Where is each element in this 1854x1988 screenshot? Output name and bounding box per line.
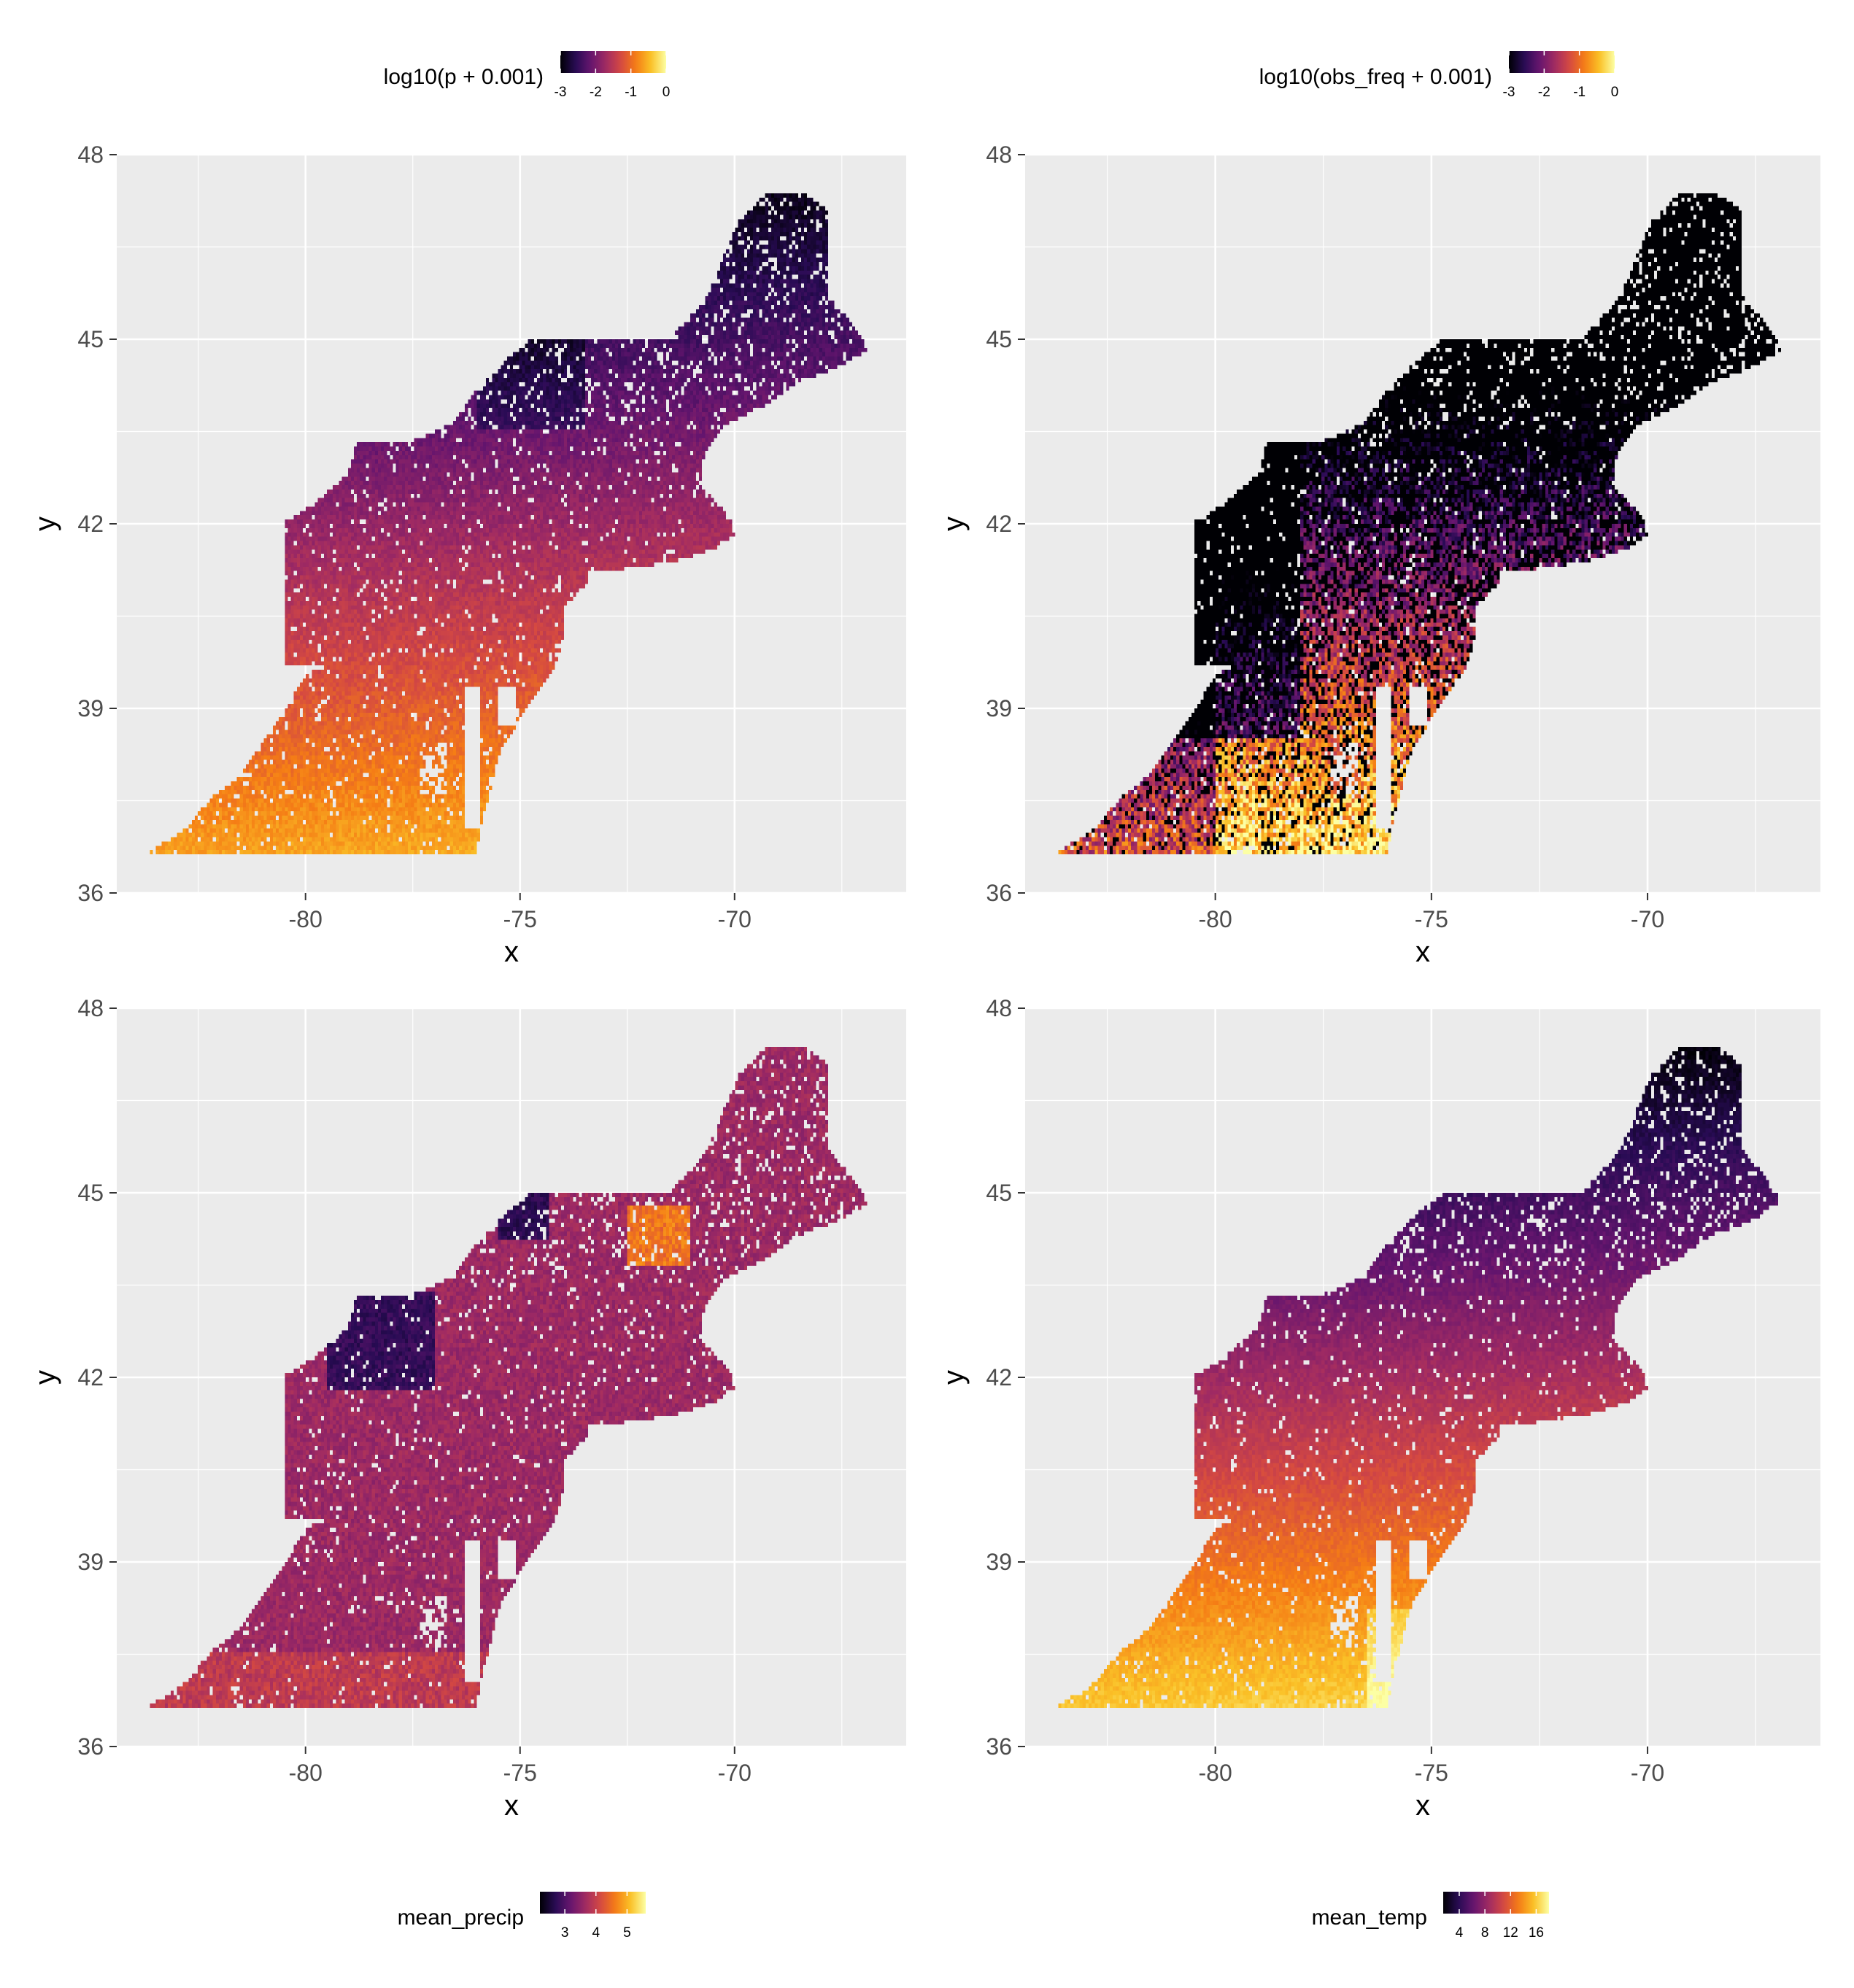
y-tick-label: 48	[77, 142, 104, 168]
legend-tick-label: -2	[1538, 85, 1550, 100]
x-tick-label: -75	[1415, 1760, 1448, 1786]
x-tick-label: -80	[1199, 1760, 1232, 1786]
heatmap-raster	[1025, 1008, 1820, 1747]
y-tick-label: 36	[77, 880, 104, 906]
y-tick-label: 39	[77, 695, 104, 722]
legend-tick-label: 3	[561, 1925, 569, 1941]
y-axis-label: y	[29, 1370, 61, 1385]
legend-tick-label: 5	[623, 1925, 631, 1941]
x-tick-label: -70	[1631, 906, 1664, 932]
x-tick-label: -75	[503, 1760, 537, 1786]
legend-p: log10(p + 0.001) -3 -2 -1 0	[384, 51, 671, 100]
legend-title: mean_temp	[1312, 1906, 1427, 1930]
panel-obs: -80 -75 -70 36 39 42 45 48 x y log10(obs_freq + 0.…	[938, 51, 1820, 968]
heatmap-raster	[117, 1008, 906, 1747]
x-tick-label: -80	[1199, 906, 1232, 932]
y-tick-label: 42	[77, 1364, 104, 1391]
x-tick-label: -75	[503, 906, 537, 932]
panel-p: -80 -75 -70 36 39 42 45 48 x y log10(p + 0.001) -3 -…	[29, 51, 906, 968]
legend-tick-label: 16	[1529, 1925, 1544, 1941]
y-axis-label: y	[29, 517, 61, 531]
y-tick-label: 39	[986, 1549, 1012, 1575]
legend-tick-label: 0	[1611, 85, 1619, 100]
x-axis-label: x	[1415, 1790, 1430, 1822]
legend-title: log10(obs_freq + 0.001)	[1259, 65, 1492, 89]
y-tick-label: 45	[77, 1180, 104, 1206]
legend-tick-label: 4	[592, 1925, 600, 1941]
legend-tick-label: -1	[625, 85, 637, 100]
legend-title: log10(p + 0.001)	[384, 65, 544, 89]
y-tick-label: 39	[986, 695, 1012, 722]
heatmap-raster	[1025, 155, 1820, 893]
y-tick-label: 48	[77, 995, 104, 1021]
x-tick-label: -80	[289, 906, 322, 932]
x-tick-label: -75	[1415, 906, 1448, 932]
legend-tick-label: 4	[1456, 1925, 1464, 1941]
legend-colorbar	[1509, 51, 1615, 73]
legend-temp: mean_temp 4 8 12 16	[1312, 1892, 1549, 1941]
x-axis-label: x	[504, 936, 519, 968]
x-tick-label: -80	[289, 1760, 322, 1786]
legend-tick-label: -1	[1573, 85, 1585, 100]
legend-tick-label: 12	[1503, 1925, 1518, 1941]
x-tick-label: -70	[718, 1760, 752, 1786]
y-tick-label: 48	[986, 995, 1012, 1021]
y-axis-label: y	[938, 1370, 970, 1385]
y-tick-label: 48	[986, 142, 1012, 168]
legend-tick-label: 0	[663, 85, 671, 100]
y-axis-label: y	[938, 517, 970, 531]
y-tick-label: 45	[986, 1180, 1012, 1206]
legend-tick-label: -2	[590, 85, 602, 100]
y-tick-label: 36	[986, 1733, 1012, 1760]
y-tick-label: 39	[77, 1549, 104, 1575]
y-tick-label: 45	[77, 326, 104, 352]
y-tick-label: 36	[986, 880, 1012, 906]
legend-tick-label: -3	[1503, 85, 1515, 100]
x-axis-label: x	[1415, 936, 1430, 968]
x-tick-label: -70	[718, 906, 752, 932]
legend-tick-label: 8	[1481, 1925, 1489, 1941]
legend-obs: log10(obs_freq + 0.001) -3 -2 -1 0	[1259, 51, 1619, 100]
x-axis-label: x	[504, 1790, 519, 1822]
y-tick-label: 45	[986, 326, 1012, 352]
legend-colorbar	[1443, 1892, 1549, 1914]
legend-tick-label: -3	[555, 85, 567, 100]
legend-colorbar	[560, 51, 666, 73]
x-tick-label: -70	[1631, 1760, 1664, 1786]
y-tick-label: 36	[77, 1733, 104, 1760]
y-tick-label: 42	[986, 1364, 1012, 1391]
y-tick-label: 42	[77, 511, 104, 537]
legend-colorbar	[540, 1892, 646, 1914]
legend-precip: mean_precip 3 4 5	[398, 1892, 646, 1941]
y-tick-label: 42	[986, 511, 1012, 537]
heatmap-raster	[117, 155, 906, 893]
legend-title: mean_precip	[398, 1906, 524, 1930]
